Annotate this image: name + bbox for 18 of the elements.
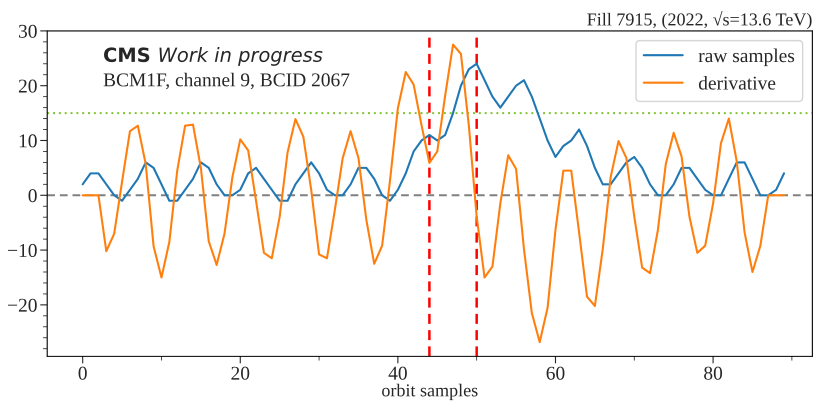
x-tick-label: 0 (78, 366, 87, 380)
annotation: BCM1F, channel 9, BCID 2067 (104, 72, 350, 90)
y-tick-label: −10 (8, 244, 37, 258)
x-tick-label: 80 (704, 366, 722, 380)
y-tick-label: 30 (18, 24, 37, 38)
annotation: CMS (104, 47, 150, 62)
y-tick-label: −20 (8, 298, 37, 312)
legend-label: derivative (698, 76, 776, 90)
y-tick-label: 10 (20, 134, 37, 148)
legend-label: raw samples (698, 48, 794, 66)
x-tick-label: 20 (231, 366, 250, 380)
y-tick-label: 20 (18, 80, 37, 93)
chart-title: Fill 7915, (2022, √s=13.6 TeV) (587, 11, 812, 30)
x-axis-title: orbit samples (382, 384, 478, 400)
y-tick-label: 0 (28, 189, 37, 202)
x-tick-label: 40 (388, 366, 407, 380)
annotation: Work in progress (160, 47, 322, 66)
x-tick-label: 60 (546, 366, 564, 380)
